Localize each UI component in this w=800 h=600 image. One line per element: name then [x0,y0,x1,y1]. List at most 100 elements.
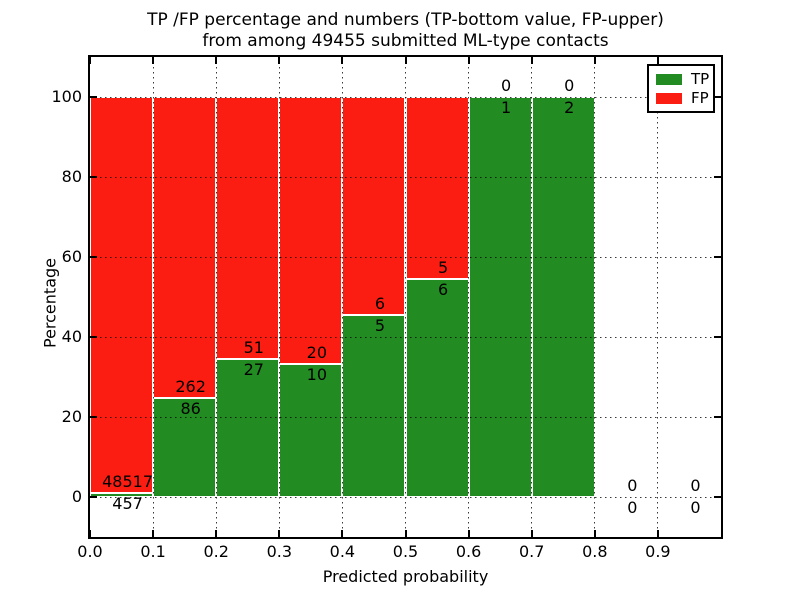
x-gridline [152,57,154,537]
y-gridline [90,337,721,338]
bar-value-label-fp: 20 [306,342,328,362]
x-tick-label: 0.9 [645,542,671,561]
bar-value-label-tp: 2 [564,98,575,117]
x-tick-top [152,57,155,64]
legend-item-tp: TP [656,71,709,87]
x-axis-label: Predicted probability [322,567,489,586]
y-tick-right [714,416,721,418]
x-tick-label: 0.7 [518,542,545,561]
y-tick-label: 0 [71,487,82,506]
bar-segment-tp [342,315,406,497]
bar-value-label-tp: 10 [306,364,328,384]
x-tick-bottom [530,530,533,537]
x-tick-label: 0.1 [140,542,166,561]
bar-value-label-tp: 0 [690,498,701,517]
x-tick-label: 0.4 [329,542,356,561]
x-tick-label: 0.8 [582,542,608,561]
y-tick-label: 40 [61,327,82,346]
bar-value-label-tp: 86 [180,399,201,419]
bar-segment-tp [279,363,343,497]
bar-value-label-fp: 0 [564,76,575,95]
y-tick-left [90,496,97,498]
x-tick-label: 0.0 [77,542,103,561]
bar-value-label-fp: 0 [627,476,638,495]
bar-value-label-tp: 27 [243,359,264,379]
chart-title-line1: TP /FP percentage and numbers (TP-bottom… [147,10,664,30]
y-gridline [90,97,721,98]
bar-value-label-tp: 5 [374,316,386,336]
x-gridline [215,57,217,537]
x-tick-bottom [152,530,155,537]
bar-segment-tp [468,97,532,497]
x-tick-bottom [278,530,281,537]
y-tick-right [714,96,721,98]
y-tick-label: 20 [61,407,82,426]
chart-title-line2: from among 49455 submitted ML-type conta… [202,31,609,51]
legend-label-fp: FP [691,89,709,107]
y-tick-label: 80 [61,167,82,186]
legend-swatch-tp [656,73,682,85]
bar-segment-tp [90,493,154,497]
x-tick-label: 0.5 [392,542,419,561]
x-tick-bottom [656,530,659,537]
bar-segment-fp [216,97,280,359]
y-tick-right [714,176,721,178]
x-gridline [594,57,596,537]
legend-item-fp: FP [656,89,709,107]
bar-value-label-fp: 6 [374,294,386,314]
bar-value-label-fp: 262 [175,377,206,397]
x-tick-bottom [341,530,344,537]
y-tick-label: 100 [51,87,82,106]
bar-segment-fp [342,97,406,316]
bar-segment-fp [90,97,154,494]
x-tick-top [341,57,344,64]
bar-segment-fp [405,97,469,279]
y-tick-left [90,96,97,98]
legend: TP FP [647,64,715,113]
legend-swatch-fp [656,92,682,104]
x-gridline [531,57,533,537]
x-gridline [341,57,343,537]
bar-value-label-tp: 457 [112,494,143,514]
x-tick-bottom [404,530,407,537]
x-tick-bottom [593,530,596,537]
x-tick-label: 0.3 [266,542,293,561]
bar-segment-fp [279,97,343,364]
y-tick-left [90,176,97,178]
y-tick-right [714,336,721,338]
x-gridline [278,57,280,537]
bar-value-label-tp: 0 [627,498,638,517]
x-tick-label: 0.6 [455,542,482,561]
y-tick-left [90,256,97,258]
x-tick-label: 0.2 [203,542,229,561]
x-tick-top [278,57,281,64]
bar-value-label-fp: 5 [437,257,449,277]
y-gridline [90,417,721,418]
bar-segment-tp [531,97,595,497]
x-tick-bottom [215,530,218,537]
x-tick-top [89,57,91,64]
x-tick-top [404,57,407,64]
x-gridline [657,57,659,537]
y-tick-left [90,416,97,418]
plot-area: 48517 457 262 86 51 27 20 10 6 5 5 6 0 1 0 2 0 0 0 0 [88,55,723,539]
y-gridline [90,257,721,258]
chart-title: TP /FP percentage and numbers (TP-bottom… [88,10,723,52]
x-tick-top [530,57,533,64]
x-tick-top [593,57,596,64]
y-tick-right [714,256,721,258]
x-tick-bottom [89,530,91,537]
x-gridline [405,57,406,537]
bar-segment-fp [153,97,217,399]
x-tick-top [215,57,218,64]
bar-value-label-fp: 0 [690,476,701,495]
bar-segment-tp [153,398,217,497]
x-tick-bottom [467,530,470,537]
y-tick-label: 60 [61,247,82,266]
bar-value-label-tp: 1 [501,98,512,117]
y-tick-right [714,496,721,498]
x-tick-top [467,57,470,64]
bar-value-label-fp: 0 [501,76,512,95]
bar-value-label-fp: 48517 [102,472,154,492]
